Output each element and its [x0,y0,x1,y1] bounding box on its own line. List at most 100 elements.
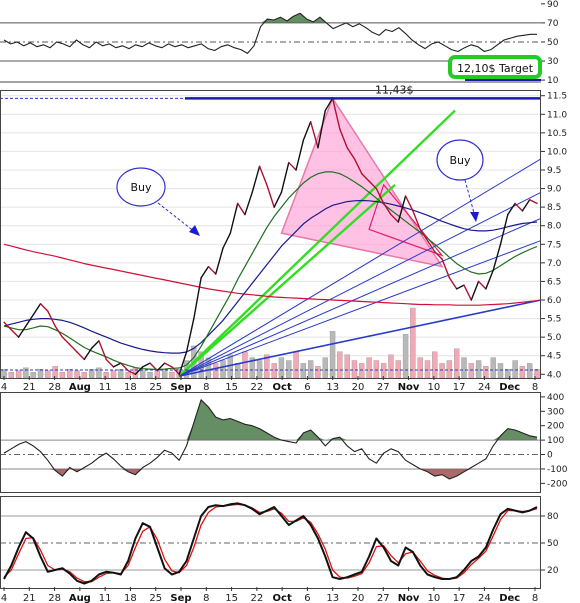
price-segment [309,121,319,149]
overbought-fill [4,13,537,23]
price-segment [120,362,129,372]
volume-bar [67,369,73,379]
buy-arrow-line [464,179,475,214]
buy-arrowhead [470,212,479,222]
volume-bar [256,360,263,379]
volume-bar [490,357,496,379]
price-segment [324,97,334,112]
price-segment [266,184,275,208]
price-segment [134,366,144,375]
volume-bar [169,372,175,379]
x-tick-label: 8 [532,382,538,393]
price-segment [3,321,13,331]
oscillator-line [3,12,537,54]
y-tick-label: 11.0 [547,110,567,120]
volume-bar [220,360,226,379]
price-segment [455,284,465,290]
price-segment [39,303,49,312]
price-segment [83,347,93,361]
volume-bar [337,351,343,379]
x-tick-label: 28 [48,593,61,603]
y-tick-label: 10.5 [547,129,567,139]
x-tick-label: 25 [149,382,162,393]
y-tick-label: 9.5 [547,166,561,176]
x-tick-label: 25 [149,593,162,603]
price-segment [76,351,86,361]
y-tick-label: 11.5 [547,92,567,102]
x-tick-label: 11 [99,593,112,603]
volume-bar [519,366,526,379]
y-tick-label: 50 [547,38,559,48]
price-segment [105,358,115,368]
buy-arrowhead [189,225,200,236]
x-tick-label: 10 [427,382,440,393]
price-segment [193,277,202,320]
x-tick-label: 24 [478,593,491,603]
target-box [448,55,542,79]
y-tick-label: 100 [547,436,564,446]
x-tick-label: 4 [1,593,7,603]
price-segment [207,265,217,275]
volume-bar [52,366,58,379]
price-segment [317,109,326,149]
price-segment [47,310,56,327]
x-tick-label: 28 [48,382,61,393]
price-segment [492,243,502,271]
buy-label: Buy [130,181,152,194]
volume-bar [88,369,95,379]
volume-bar [322,357,328,379]
volume-bar [527,363,533,379]
volume-bar [293,351,299,379]
volume-bar [351,360,358,379]
price-segment [273,191,283,208]
volume-bar [140,370,146,379]
ma-long-line [3,243,538,306]
volume-bar [300,363,307,379]
price-segment [397,195,407,223]
volume-bar [417,357,423,379]
price-segment [361,173,370,182]
y-tick-label: 80 [547,512,559,522]
volume-bar [96,367,102,379]
x-tick-label: 18 [124,593,137,603]
volume-bar [161,370,168,379]
y-tick-label: -100 [547,465,568,475]
y-tick-label: 0 [547,451,553,461]
volume-bar [278,357,285,379]
price-segment [499,213,509,245]
volume-bar [475,360,482,379]
volume-bar [271,363,277,379]
y-tick-label: 20 [547,566,559,576]
price-segment [280,161,290,193]
price-segment [441,258,451,279]
volume-bar [373,360,380,379]
volume-bar [125,372,131,379]
price-segment [288,161,297,171]
panel-frame [0,90,541,379]
y-tick-label: 50 [547,539,559,549]
volume-bar [454,348,460,379]
y-tick-label: 400 [547,393,564,403]
y-tick-label: 4.5 [547,352,561,362]
price-segment [163,362,173,368]
volume-bar [23,367,29,379]
volume-bar [329,331,336,379]
x-tick-label: 10 [427,593,440,603]
price-segment [485,269,494,290]
price-segment [25,314,34,327]
price-segment [61,336,71,346]
x-tick-label: 18 [124,382,137,393]
volume-bar [110,370,117,379]
x-tick-label: 8 [203,382,209,393]
volume-bar [468,363,474,379]
price-segment [244,191,253,216]
volume-bar [432,351,438,379]
panel-frame [0,496,541,589]
price-segment [507,202,516,216]
buy-label: Buy [449,154,471,167]
y-tick-label: 6.5 [547,277,561,287]
volume-bar [446,360,453,379]
fan-line-blue [179,217,542,377]
x-tick-label: 13 [326,593,339,603]
price-segment [448,277,458,290]
